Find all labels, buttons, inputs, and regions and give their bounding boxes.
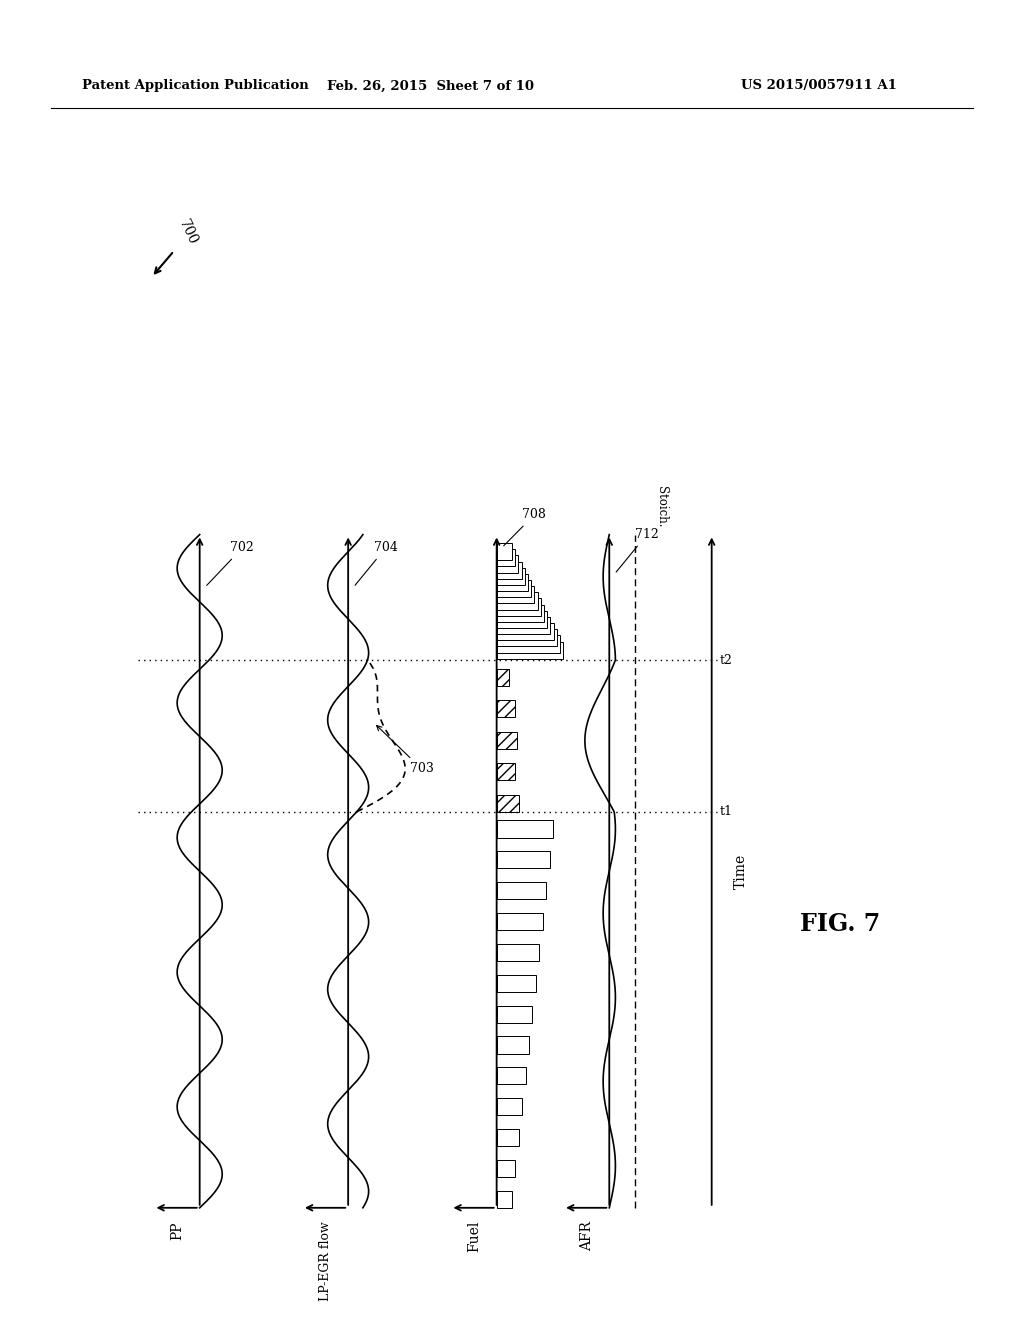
Text: US 2015/0057911 A1: US 2015/0057911 A1 [741, 79, 897, 92]
Bar [497, 549, 515, 566]
Bar [497, 1006, 532, 1023]
Bar [497, 598, 541, 615]
Text: 702: 702 [207, 541, 254, 585]
Text: LP-EGR flow: LP-EGR flow [319, 1221, 332, 1300]
Text: Patent Application Publication: Patent Application Publication [82, 79, 308, 92]
Bar [497, 795, 519, 812]
Text: 712: 712 [616, 528, 658, 572]
Bar [497, 731, 517, 748]
Bar [497, 611, 547, 628]
Text: Feb. 26, 2015  Sheet 7 of 10: Feb. 26, 2015 Sheet 7 of 10 [327, 79, 534, 92]
Bar [497, 1129, 519, 1146]
Bar [497, 668, 509, 686]
Bar [497, 851, 550, 869]
Text: 700: 700 [176, 216, 200, 247]
Bar [497, 556, 518, 573]
Bar [497, 1098, 522, 1115]
Bar [497, 574, 528, 591]
Text: AFR: AFR [580, 1221, 594, 1251]
Bar [497, 882, 546, 899]
Bar [497, 623, 554, 640]
Bar [497, 1036, 529, 1053]
Bar [497, 593, 538, 610]
Bar [497, 974, 536, 991]
Bar [497, 544, 512, 560]
Text: t2: t2 [720, 653, 733, 667]
Text: PP: PP [170, 1221, 184, 1239]
Bar [497, 763, 515, 780]
Text: Time: Time [734, 854, 749, 888]
Bar [497, 568, 524, 585]
Bar [497, 630, 557, 647]
Text: 703: 703 [377, 726, 433, 775]
Bar [497, 913, 543, 931]
Text: Stoich.: Stoich. [655, 487, 669, 528]
Bar [497, 605, 544, 622]
Bar [497, 700, 515, 717]
Bar [497, 820, 553, 838]
Text: t1: t1 [720, 805, 733, 818]
Bar [497, 1191, 512, 1208]
Bar [497, 586, 535, 603]
Bar [497, 944, 540, 961]
Text: Fuel: Fuel [467, 1221, 481, 1253]
Bar [497, 561, 521, 578]
Text: 704: 704 [355, 541, 397, 585]
Bar [497, 642, 563, 659]
Bar [497, 579, 531, 597]
Bar [497, 1160, 515, 1177]
Text: 708: 708 [504, 508, 546, 546]
Text: FIG. 7: FIG. 7 [800, 912, 880, 936]
Bar [497, 1067, 525, 1085]
Bar [497, 616, 551, 634]
Bar [497, 635, 560, 652]
